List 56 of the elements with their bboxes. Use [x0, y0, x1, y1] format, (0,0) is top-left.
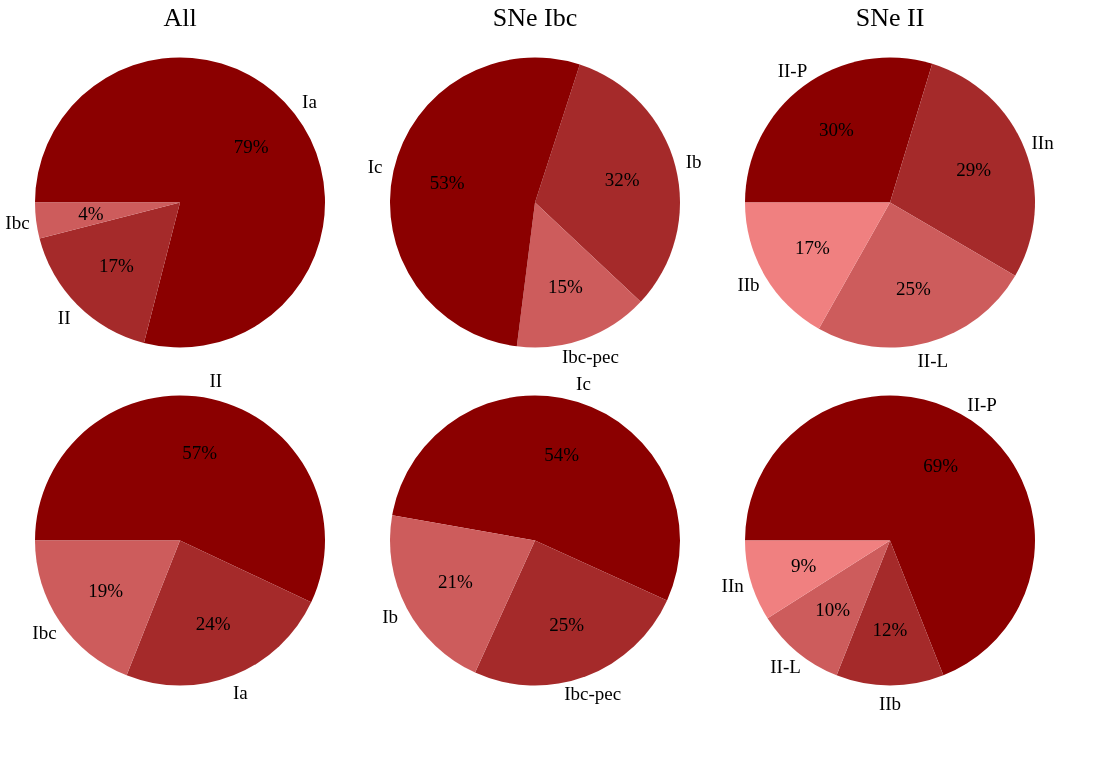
pie-slice — [535, 64, 680, 302]
pie-slice — [745, 540, 890, 619]
slice-label: Ibc-pec — [562, 345, 619, 367]
slice-label: II-P — [777, 59, 808, 81]
pie-slice — [35, 540, 180, 676]
slice-label: IIn — [721, 575, 745, 597]
data-label: 30% — [819, 119, 855, 141]
data-label: 10% — [815, 598, 851, 620]
pie-slice — [745, 395, 1035, 676]
chart-title: All — [163, 3, 197, 32]
pie-slice — [390, 57, 580, 347]
slice-label: IIn — [1031, 131, 1055, 153]
data-label: 53% — [429, 171, 465, 193]
pie-slice — [39, 202, 180, 343]
slice-label: Ibc — [32, 621, 57, 643]
slice-label: IIb — [878, 693, 902, 715]
slice-label: IIb — [737, 274, 760, 296]
data-label: 15% — [548, 276, 584, 298]
slice-label: Ic — [576, 372, 591, 394]
pie-slice — [516, 202, 641, 348]
data-label: 24% — [195, 613, 231, 635]
data-label: 17% — [794, 236, 830, 258]
pie-slice — [35, 395, 325, 603]
slice-label: Ia — [302, 91, 318, 113]
data-label: 25% — [549, 613, 585, 635]
slice-label: II-L — [770, 655, 801, 677]
data-label: 21% — [438, 571, 474, 593]
pie-slice — [745, 57, 933, 203]
slice-label: II — [57, 307, 71, 329]
pie-slice — [126, 540, 312, 686]
data-label: 54% — [544, 443, 580, 465]
chart-title: SNe Ibc — [492, 3, 578, 32]
slice-label: Ib — [382, 605, 398, 627]
slice-label: Ic — [367, 155, 383, 177]
slice-label: Ib — [685, 150, 702, 172]
data-label: 57% — [182, 441, 218, 463]
slice-label: Ibc-pec — [564, 682, 622, 704]
slice-label: Ia — [232, 681, 249, 703]
chart-title: SNe II — [855, 3, 925, 32]
data-label: 19% — [88, 580, 124, 602]
pie-slice — [35, 57, 325, 348]
data-label: 79% — [233, 136, 269, 158]
data-label: 29% — [956, 158, 992, 180]
data-label: 25% — [896, 278, 932, 300]
data-label: 12% — [872, 619, 908, 641]
slice-label: II-P — [967, 393, 997, 415]
slice-label: II — [209, 369, 223, 391]
data-label: 9% — [791, 554, 817, 576]
pie-slice — [392, 395, 680, 601]
pie-slice — [475, 540, 668, 686]
data-label: 17% — [99, 255, 135, 277]
data-label: 32% — [604, 169, 640, 191]
slice-label: II-L — [917, 349, 949, 371]
slice-label: Ibc — [5, 212, 30, 234]
data-label: 69% — [923, 455, 959, 477]
data-label: 4% — [78, 202, 104, 224]
